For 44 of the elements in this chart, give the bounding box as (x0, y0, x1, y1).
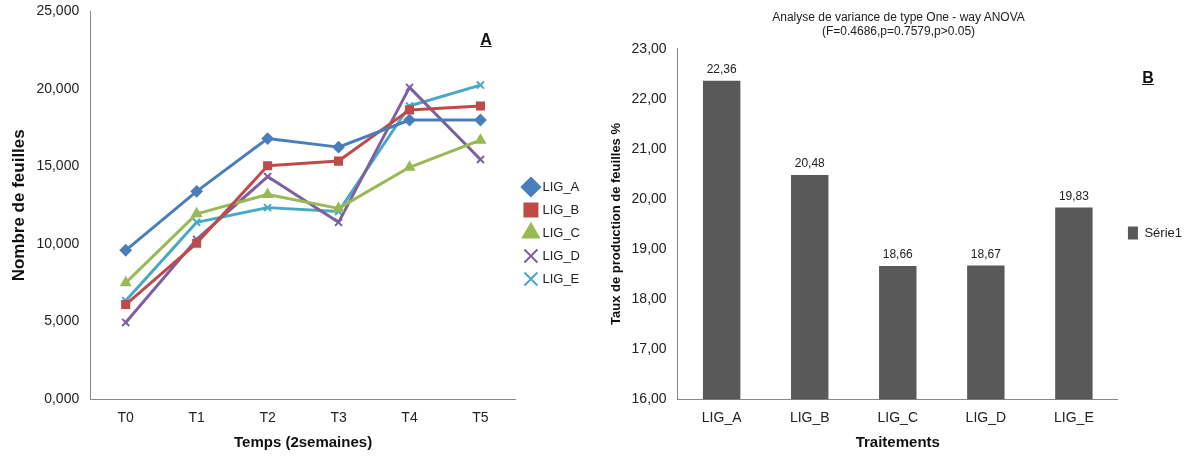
y-tick-label: 15,000 (36, 157, 80, 174)
y-tick-label: 18,00 (631, 289, 667, 306)
y-tick-label: 23,00 (631, 39, 667, 56)
legend-label: LIG_C (542, 224, 581, 240)
legend-label: Série1 (1144, 224, 1182, 240)
y-axis-title: Taux de production de feuilles % (608, 122, 624, 326)
x-tick-label: T0 (117, 409, 135, 426)
x-axis-title: Temps (2semaines) (234, 433, 373, 451)
x-tick-label: T4 (401, 409, 418, 426)
y-axis-title: Nombre de feuilles (8, 129, 28, 282)
x-tick-label: T2 (259, 409, 276, 426)
x-tick-label: T1 (188, 409, 206, 426)
legend-label: LIG_A (542, 178, 580, 194)
y-tick-label: 19,00 (631, 239, 667, 256)
y-tick-label: 0,000 (44, 390, 80, 407)
data-label: 19,83 (1058, 188, 1090, 203)
x-axis-title: Traitements (855, 433, 940, 451)
y-tick-label: 22,00 (631, 89, 667, 106)
x-tick-label: T5 (472, 409, 489, 426)
chart-title: Analyse de variance de type One - way ANOVA (772, 9, 1025, 24)
data-label: 22,36 (706, 62, 737, 77)
legend-label: LIG_E (542, 270, 580, 286)
y-tick-label: 25,000 (36, 2, 80, 19)
data-label: 20,48 (794, 156, 826, 171)
x-tick-label: T3 (330, 409, 347, 426)
data-label: 18,67 (970, 246, 1002, 261)
y-tick-label: 17,00 (631, 340, 667, 356)
chart-subtitle: (F=0.4686,p=0.7579,p>0.05) (821, 23, 976, 38)
y-tick-label: 5,000 (44, 312, 80, 329)
y-tick-label: 20,00 (631, 189, 667, 206)
legend-label: LIG_D (542, 247, 581, 263)
legend-label: LIG_B (542, 201, 580, 217)
y-tick-label: 21,00 (631, 139, 667, 156)
x-tick-label: LIG_B (789, 409, 830, 426)
annotation: A (480, 31, 492, 50)
y-tick-label: 10,000 (36, 234, 80, 251)
x-tick-label: LIG_A (701, 409, 743, 426)
y-tick-label: 16,00 (631, 390, 667, 407)
x-tick-label: LIG_C (877, 409, 919, 426)
text: B (1142, 68, 1154, 87)
x-tick-label: LIG_D (965, 409, 1007, 426)
y-tick-label: 20,000 (36, 79, 80, 96)
data-label: 18,66 (882, 247, 914, 262)
x-tick-label: LIG_E (1054, 409, 1094, 426)
